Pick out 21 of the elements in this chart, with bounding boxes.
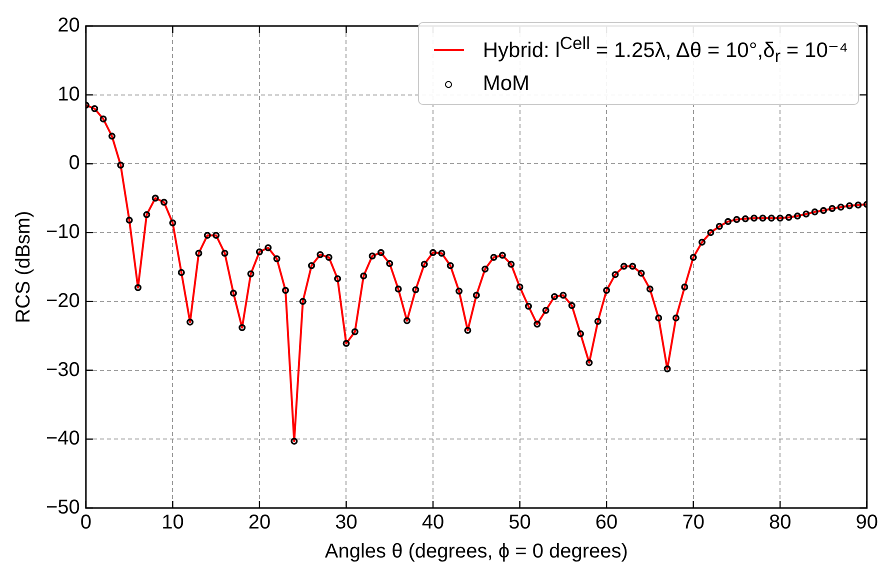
- legend-label: Hybrid: l$^{Cell}$ = 1.25λ, Δθ = 10°,δ$_{r}$ = 10⁻⁴: [482, 32, 848, 68]
- y-axis-title: RCS (dBsm): [12, 210, 35, 324]
- y-tick-label: 0: [68, 152, 80, 174]
- y-tick-label: −40: [46, 428, 80, 450]
- y-tick-label: −30: [46, 358, 80, 381]
- x-tick-label: 40: [422, 512, 444, 534]
- y-tick-label: 20: [58, 14, 80, 37]
- x-tick-label: 20: [248, 512, 271, 534]
- y-tick-label: −20: [46, 290, 80, 312]
- x-tick-label: 30: [335, 512, 358, 534]
- x-tick-label: 50: [508, 512, 531, 534]
- x-axis-title: Angles θ (degrees, ϕ = 0 degrees): [324, 540, 628, 563]
- x-tick-label: 10: [162, 512, 184, 534]
- y-tick-label: −50: [46, 496, 80, 519]
- y-tick-label: −10: [46, 221, 80, 244]
- legend-label: MoM: [482, 71, 530, 98]
- x-tick-label: 90: [856, 512, 878, 534]
- x-tick-label: 80: [768, 512, 792, 534]
- y-tick-label: 10: [58, 83, 80, 106]
- x-tick-label: 60: [595, 512, 618, 534]
- x-tick-label: 70: [682, 512, 704, 534]
